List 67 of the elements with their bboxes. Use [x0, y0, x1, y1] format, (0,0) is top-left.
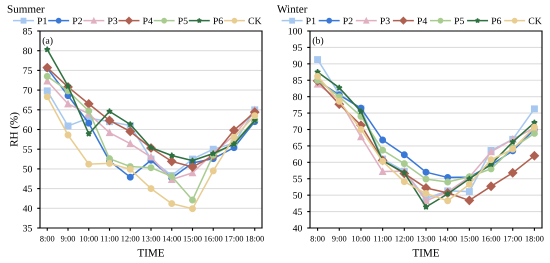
y-tick-label: 40	[292, 224, 302, 232]
y-tick-label: 40	[22, 205, 32, 212]
legend-label: P1	[306, 18, 316, 24]
y-tick-label: 55	[23, 146, 32, 153]
x-tick-label: 11:00	[374, 236, 392, 242]
legend-label: P6	[213, 18, 223, 24]
x-tick-label: 8:00	[310, 236, 325, 242]
y-tick-label: 35	[23, 224, 32, 232]
legend-label: P3	[108, 18, 118, 24]
y-tick-label: 95	[292, 44, 302, 51]
y-tick-label: 50	[23, 166, 32, 172]
x-axis-title: TIME	[138, 249, 164, 256]
legend-label: P1	[37, 18, 47, 24]
legend-label: P5	[178, 18, 188, 24]
legend-label: CK	[248, 18, 262, 24]
x-tick-label: 13:00	[417, 236, 436, 242]
y-tick-label: 75	[293, 110, 302, 117]
legend-label: P3	[380, 18, 390, 24]
x-tick-label: 14:00	[162, 236, 181, 242]
x-tick-label: 18:00	[246, 236, 264, 242]
x-tick-label: 9:00	[332, 236, 346, 242]
y-tick-label: 55	[293, 176, 302, 182]
x-tick-label: 15:00	[460, 236, 479, 242]
legend-label: P6	[491, 18, 502, 24]
chart-title: Summer	[8, 5, 45, 13]
x-tick-label: 17:00	[225, 236, 244, 242]
y-tick-label: 65	[23, 106, 32, 114]
y-tick-label: 60	[23, 126, 32, 133]
x-tick-label: 14:00	[438, 236, 457, 242]
x-axis-title: TIME	[412, 249, 440, 256]
x-tick-label: 8:00	[40, 236, 54, 242]
legend-label: P2	[72, 18, 82, 24]
legend-label: P2	[343, 18, 353, 24]
legend-label: P4	[417, 18, 428, 24]
y-tick-label: 80	[293, 94, 302, 100]
x-tick-label: 15:00	[184, 236, 202, 242]
y-tick-label: 80	[23, 48, 32, 54]
y-tick-label: 85	[23, 28, 32, 34]
legend-label: P5	[454, 18, 464, 24]
y-tick-label: 45	[292, 208, 302, 216]
x-tick-label: 16:00	[204, 236, 222, 242]
y-tick-label: 100	[288, 28, 302, 34]
y-tick-label: 90	[292, 60, 302, 68]
x-tick-label: 12:00	[121, 236, 140, 242]
annotation: (a)	[42, 36, 53, 46]
x-tick-label: 18:00	[526, 236, 544, 242]
y-tick-label: 65	[293, 142, 302, 150]
y-tick-label: 85	[293, 77, 302, 84]
chart-title: Winter	[277, 5, 308, 13]
y-tick-label: 75	[23, 67, 32, 74]
legend-label: CK	[528, 18, 542, 24]
y-axis-title: RH (%)	[10, 112, 20, 147]
y-tick-label: 70	[293, 126, 302, 133]
x-tick-label: 11:00	[100, 236, 119, 242]
x-tick-label: 10:00	[80, 236, 98, 242]
x-tick-label: 12:00	[396, 236, 414, 242]
annotation: (b)	[312, 36, 324, 46]
x-tick-label: 16:00	[482, 236, 500, 242]
x-tick-label: 10:00	[352, 236, 370, 242]
x-tick-label: 13:00	[142, 236, 160, 242]
x-tick-label: 17:00	[504, 236, 522, 242]
legend-label: P4	[142, 18, 153, 24]
y-tick-label: 60	[293, 159, 302, 166]
y-tick-label: 50	[293, 192, 302, 199]
y-tick-label: 70	[23, 87, 32, 94]
y-tick-label: 45	[22, 186, 32, 192]
x-tick-label: 9:00	[60, 236, 76, 242]
